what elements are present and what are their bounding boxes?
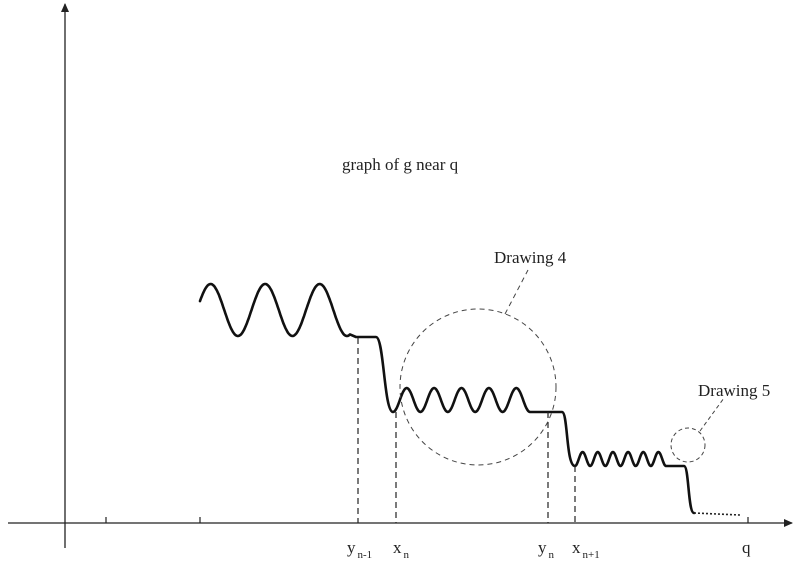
drawing-5-circle (670, 427, 706, 463)
label-y-n-1: y n-1 (347, 538, 372, 561)
dotted-tail (693, 512, 741, 516)
drawing-4-leader (504, 269, 529, 315)
graph-curve (198, 282, 696, 515)
label-q: q (742, 538, 751, 557)
drawing-5-leader (699, 397, 725, 432)
label-x-n+1: x n+1 (572, 538, 600, 561)
drawing-4-label: Drawing 4 (494, 248, 567, 267)
graph-caption: graph of g near q (342, 155, 459, 174)
drawing-4-circle (399, 308, 557, 466)
drawing-5-label: Drawing 5 (698, 381, 770, 400)
